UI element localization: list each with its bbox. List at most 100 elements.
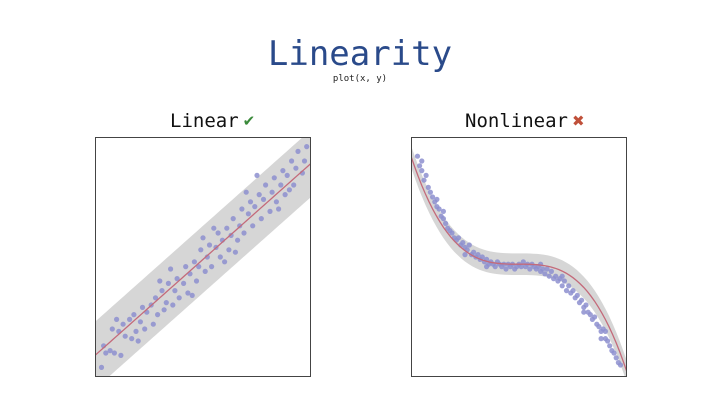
nonlinear-data-point [421, 177, 427, 183]
linear-data-point [183, 264, 189, 270]
linear-data-point [206, 242, 213, 248]
linear-data-point [191, 259, 197, 265]
linear-data-point [215, 230, 221, 236]
nonlinear-data-point [574, 292, 580, 298]
nonlinear-data-point [587, 312, 593, 318]
nonlinear-data-point [542, 271, 548, 277]
nonlinear-data-point [449, 230, 455, 236]
linear-data-point [226, 247, 232, 253]
nonlinear-data-point [518, 264, 524, 270]
linear-data-point [269, 189, 275, 195]
nonlinear-data-point [592, 314, 598, 320]
nonlinear-data-point [613, 355, 619, 361]
linear-data-point [211, 225, 217, 231]
linear-data-point [129, 336, 135, 342]
nonlinear-data-point [503, 266, 509, 272]
nonlinear-data-point [607, 343, 613, 349]
linear-data-point [189, 292, 195, 298]
nonlinear-data-point [602, 328, 608, 334]
linear-data-point [301, 158, 308, 164]
linear-data-point [114, 316, 120, 322]
linear-data-point [291, 182, 297, 188]
nonlinear-data-point [617, 362, 624, 368]
linear-data-point [267, 208, 273, 214]
linear-data-point [295, 148, 301, 154]
nonlinear-data-point [544, 266, 550, 272]
linear-confidence-band [95, 137, 311, 377]
nonlinear-data-point [579, 297, 585, 303]
linear-data-point [284, 172, 290, 178]
linear-data-point [176, 295, 182, 301]
linear-data-point [289, 158, 295, 164]
linear-data-point [139, 304, 146, 310]
nonlinear-data-point [471, 249, 477, 255]
linear-data-point [120, 321, 126, 327]
linear-data-point [230, 216, 236, 222]
linear-data-point [256, 192, 262, 198]
linear-data-point [196, 264, 202, 270]
nonlinear-data-point [605, 338, 611, 344]
linear-data-point [204, 254, 210, 260]
linear-data-point [286, 187, 292, 193]
linear-data-point [217, 254, 223, 260]
nonlinear-data-point [553, 273, 559, 279]
nonlinear-data-point [479, 254, 485, 260]
nonlinear-data-point [566, 283, 572, 289]
nonlinear-data-point [598, 336, 604, 342]
linear-data-point [258, 216, 264, 222]
cross-icon: ✖ [571, 112, 585, 130]
linear-data-point [271, 175, 277, 181]
nonlinear-data-point [570, 288, 576, 294]
linear-data-point [172, 288, 178, 294]
linear-data-point [222, 259, 228, 265]
nonlinear-data-point [563, 288, 570, 294]
linear-data-point [135, 338, 141, 344]
nonlinear-data-point [527, 266, 533, 272]
nonlinear-data-point [425, 184, 431, 190]
nonlinear-data-point [427, 189, 433, 195]
nonlinear-data-point [423, 172, 429, 178]
linear-data-point [131, 312, 137, 318]
linear-data-point [127, 316, 133, 322]
nonlinear-data-point [596, 324, 602, 330]
linear-data-point [254, 172, 260, 178]
linear-fit-line [95, 162, 311, 356]
linear-data-point [155, 312, 161, 318]
linear-data-point [282, 192, 288, 198]
linear-data-point [103, 350, 109, 356]
linear-data-point [276, 206, 282, 212]
linear-data-point [163, 300, 169, 306]
linear-data-point [252, 204, 258, 210]
nonlinear-data-point [538, 261, 544, 267]
linear-data-point [150, 321, 156, 327]
linear-data-point [202, 268, 208, 274]
linear-data-point [250, 223, 256, 229]
nonlinear-data-point [460, 240, 466, 246]
linear-panel-title: Linear ✔ [170, 110, 255, 132]
nonlinear-fit-line [411, 155, 627, 373]
linear-data-point [109, 326, 115, 332]
linear-data-point [260, 196, 267, 202]
linear-scatter-plot [95, 137, 311, 377]
nonlinear-confidence-band [411, 145, 627, 377]
linear-plot-frame [95, 137, 311, 377]
nonlinear-data-point [430, 194, 436, 200]
linear-data-point [273, 199, 279, 205]
nonlinear-data-point [548, 268, 554, 274]
linear-data-point [224, 225, 230, 231]
linear-data-point [168, 266, 174, 272]
linear-data-point [165, 280, 171, 286]
nonlinear-data-point [462, 252, 468, 258]
nonlinear-data-point [492, 264, 498, 270]
nonlinear-data-point [466, 242, 472, 248]
nonlinear-data-point [581, 309, 587, 315]
nonlinear-data-point [434, 196, 440, 202]
linear-data-point [209, 264, 215, 270]
linear-data-point [137, 319, 143, 325]
nonlinear-data-point [611, 350, 617, 356]
linear-data-point [161, 307, 167, 313]
nonlinear-data-point [455, 235, 462, 241]
nonlinear-data-point [520, 259, 526, 265]
linear-data-point [122, 333, 128, 339]
linear-data-point [98, 364, 105, 370]
